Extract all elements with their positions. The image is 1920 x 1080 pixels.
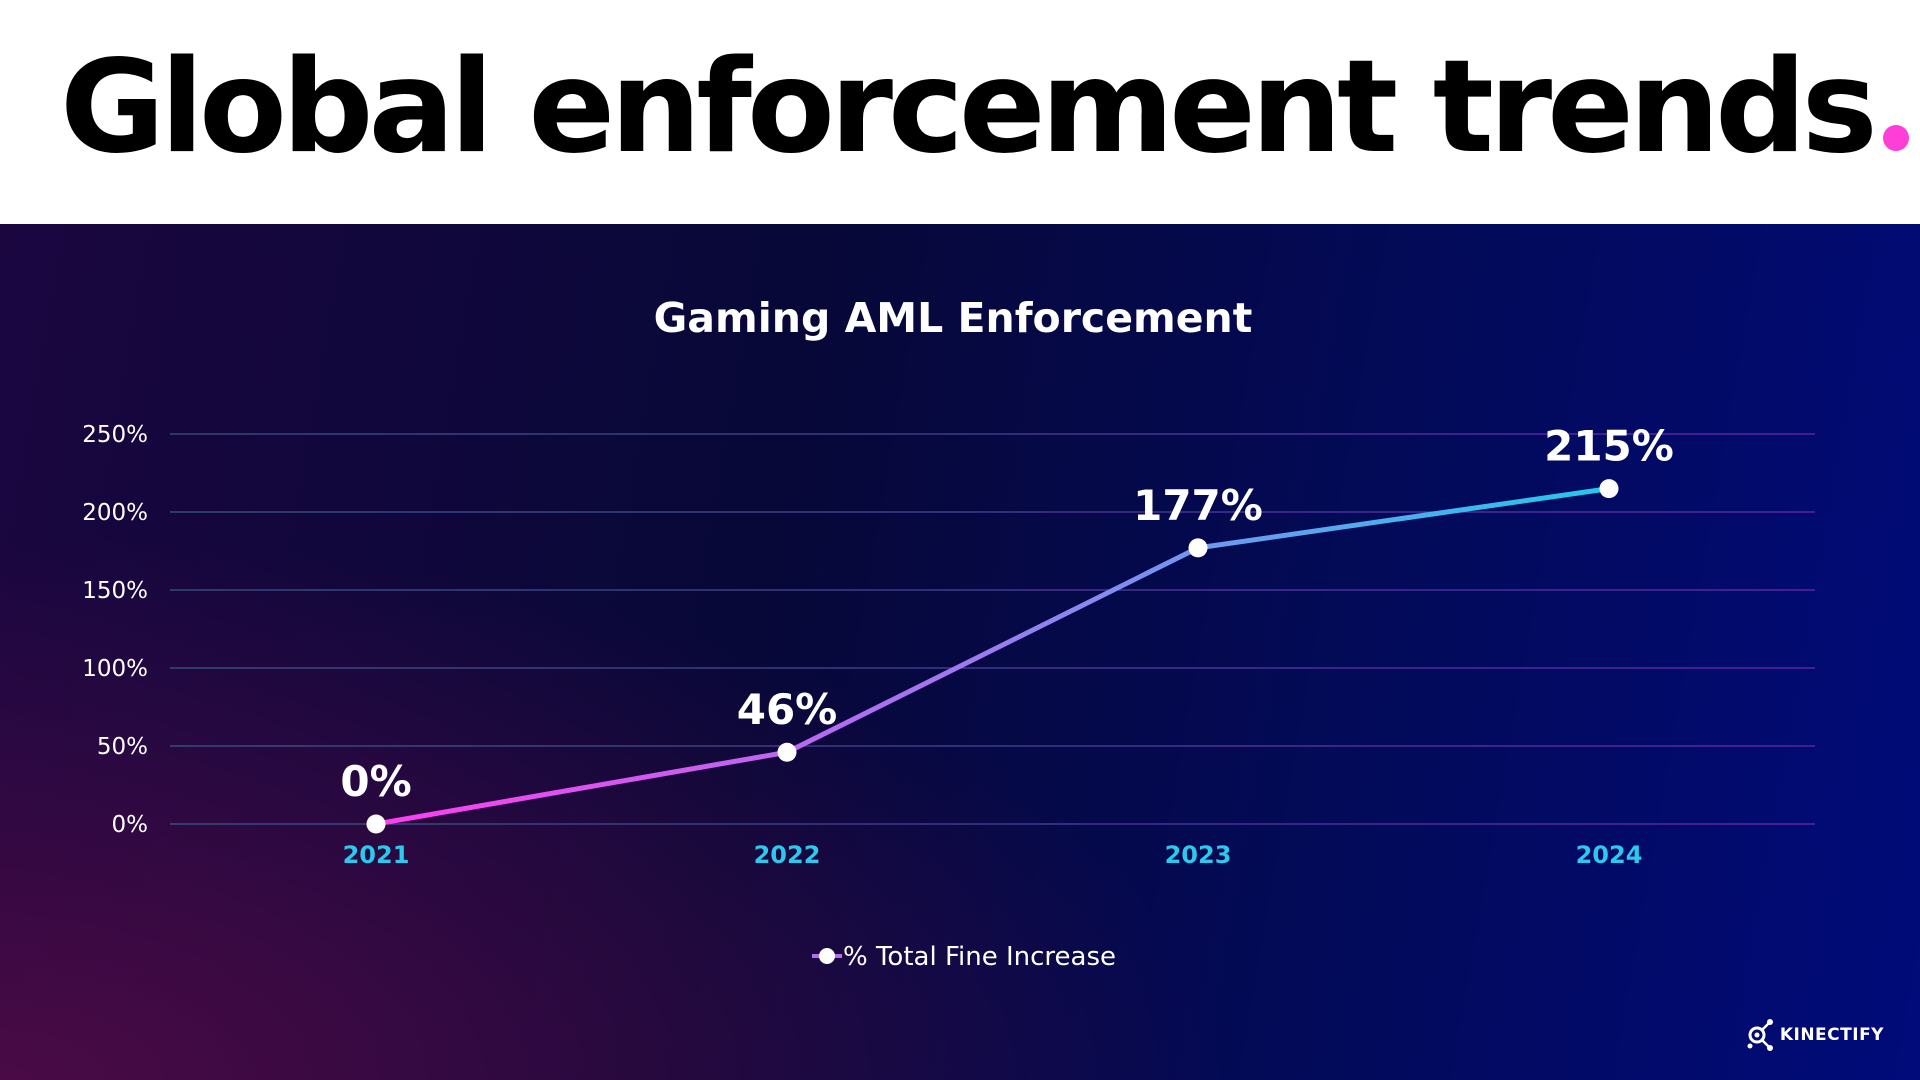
data-label: 46%: [737, 685, 838, 734]
x-tick-label: 2024: [1576, 841, 1643, 869]
x-tick-label: 2021: [343, 841, 410, 869]
y-tick-label: 200%: [82, 500, 148, 526]
y-tick-label: 250%: [82, 422, 148, 448]
y-tick-label: 100%: [82, 656, 148, 682]
data-point: [366, 814, 386, 834]
data-labels: 0% 46% 177% 215%: [340, 422, 1674, 806]
series-line: [373, 486, 1612, 827]
data-point: [1599, 479, 1619, 499]
legend: % Total Fine Increase: [812, 942, 1116, 972]
data-label: 215%: [1544, 422, 1674, 471]
kinectify-logo-icon: [1747, 1019, 1773, 1051]
header: Global enforcement trends: [0, 0, 1920, 224]
brand-name: KINECTIFY: [1779, 1025, 1884, 1045]
page-title: Global enforcement trends: [60, 28, 1909, 188]
page-title-text: Global enforcement trends: [60, 33, 1878, 182]
chart-panel: Gaming AML Enforcement 0% 50% 100% 150% 200%…: [0, 224, 1920, 1080]
x-axis-ticks: 2021 2022 2023 2024: [343, 841, 1643, 869]
chart-title: Gaming AML Enforcement: [654, 294, 1253, 342]
x-tick-label: 2023: [1165, 841, 1232, 869]
y-axis-ticks: 0% 50% 100% 150% 200% 250%: [82, 422, 148, 838]
data-points: [366, 479, 1619, 834]
data-label: 0%: [340, 757, 411, 806]
grid-lines: [170, 433, 1815, 825]
legend-marker-icon: [819, 948, 835, 964]
brand-logo: KINECTIFY: [1746, 1018, 1884, 1052]
data-point: [777, 742, 797, 762]
x-tick-label: 2022: [754, 841, 821, 869]
line-chart: Gaming AML Enforcement 0% 50% 100% 150% 200%…: [82, 294, 1815, 972]
y-tick-label: 150%: [82, 578, 148, 604]
y-tick-label: 0%: [112, 812, 149, 838]
y-tick-label: 50%: [97, 734, 148, 760]
data-point: [1188, 538, 1208, 558]
legend-label: % Total Fine Increase: [843, 942, 1116, 972]
data-label: 177%: [1133, 481, 1263, 530]
series-line-layer: [373, 486, 1612, 827]
title-accent-dot-icon: [1882, 125, 1909, 151]
